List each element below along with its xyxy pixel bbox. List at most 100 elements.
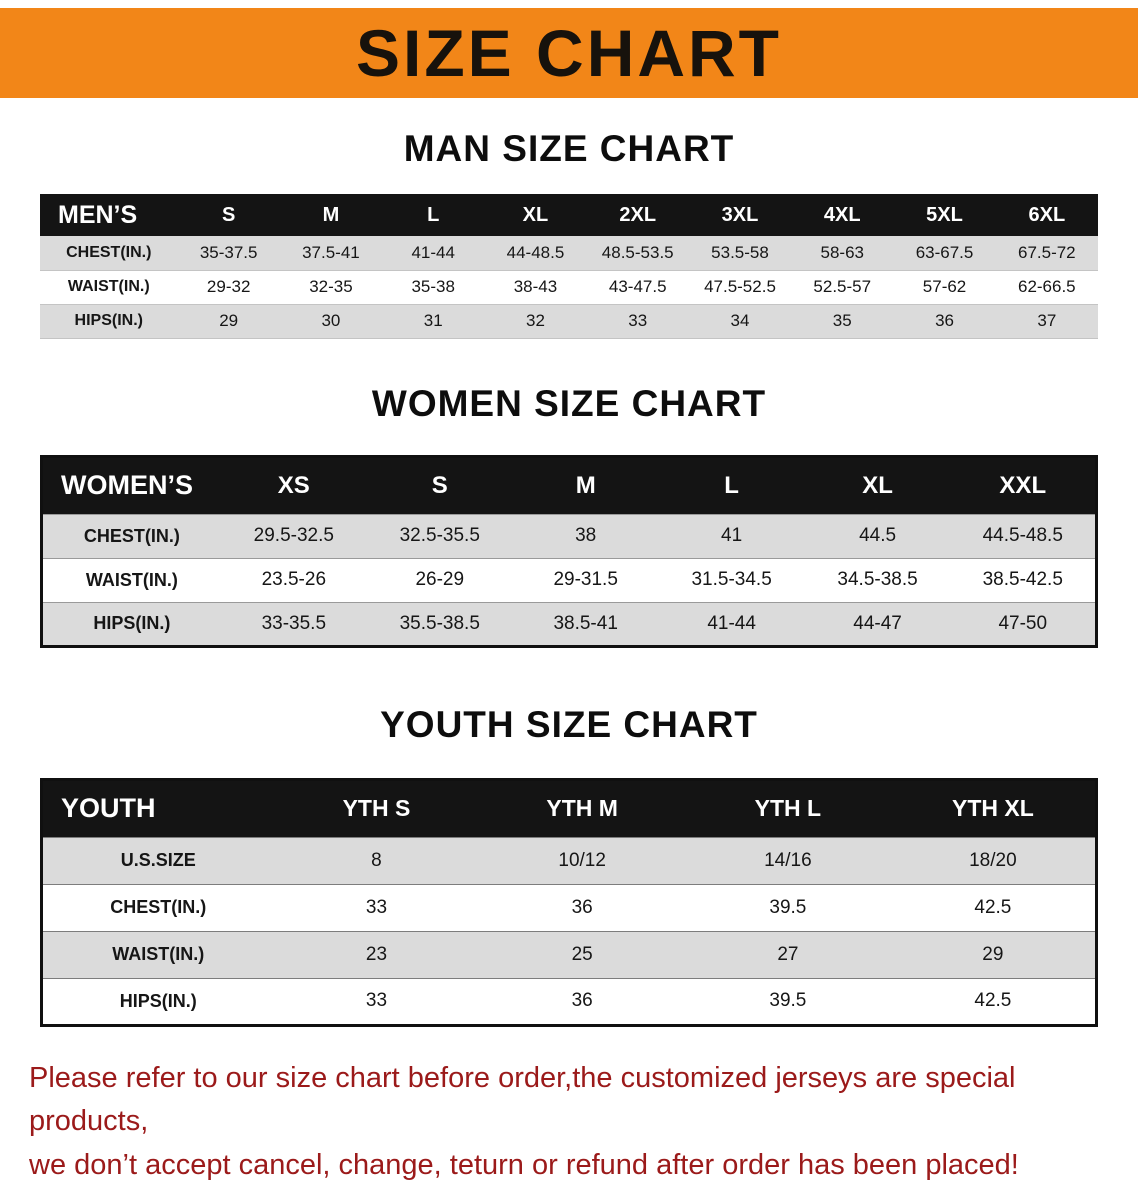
size-value-cell: 34.5-38.5	[805, 558, 951, 602]
size-value-cell: 57-62	[893, 270, 995, 304]
women-col-m: M	[513, 456, 659, 514]
row-label: CHEST(IN.)	[42, 514, 221, 558]
size-value-cell: 43-47.5	[587, 270, 689, 304]
size-value-cell: 44.5-48.5	[951, 514, 1097, 558]
size-value-cell: 32	[484, 304, 586, 338]
men-col-xl: XL	[484, 194, 586, 236]
women-col-xs: XS	[221, 456, 367, 514]
size-value-cell: 33	[274, 978, 480, 1025]
size-value-cell: 62-66.5	[996, 270, 1098, 304]
row-label: WAIST(IN.)	[42, 931, 274, 978]
size-value-cell: 44.5	[805, 514, 951, 558]
men-hips-row: HIPS(IN.) 29 30 31 32 33 34 35 36 37	[40, 304, 1098, 338]
men-col-s: S	[178, 194, 280, 236]
youth-table-header-row: YOUTH YTH S YTH M YTH L YTH XL	[42, 779, 1097, 837]
youth-col-l: YTH L	[685, 779, 891, 837]
size-value-cell: 53.5-58	[689, 236, 791, 270]
size-value-cell: 29	[178, 304, 280, 338]
page-title: SIZE CHART	[356, 15, 782, 91]
size-value-cell: 31	[382, 304, 484, 338]
size-value-cell: 14/16	[685, 837, 891, 884]
men-chest-row: CHEST(IN.) 35-37.5 37.5-41 41-44 44-48.5…	[40, 236, 1098, 270]
size-value-cell: 38	[513, 514, 659, 558]
women-table-label: WOMEN’S	[42, 456, 221, 514]
size-value-cell: 36	[479, 978, 685, 1025]
women-hips-row: HIPS(IN.) 33-35.5 35.5-38.5 38.5-41 41-4…	[42, 602, 1097, 646]
women-size-table: WOMEN’S XS S M L XL XXL CHEST(IN.) 29.5-…	[40, 455, 1098, 648]
size-value-cell: 41	[659, 514, 805, 558]
size-value-cell: 30	[280, 304, 382, 338]
size-value-cell: 26-29	[367, 558, 513, 602]
size-value-cell: 32-35	[280, 270, 382, 304]
women-section-title: WOMEN SIZE CHART	[0, 383, 1138, 425]
size-value-cell: 35-37.5	[178, 236, 280, 270]
women-chest-row: CHEST(IN.) 29.5-32.5 32.5-35.5 38 41 44.…	[42, 514, 1097, 558]
women-col-xxl: XXL	[951, 456, 1097, 514]
size-value-cell: 38-43	[484, 270, 586, 304]
women-col-s: S	[367, 456, 513, 514]
size-value-cell: 35-38	[382, 270, 484, 304]
men-table-label: MEN’S	[40, 194, 178, 236]
size-value-cell: 36	[893, 304, 995, 338]
size-value-cell: 35	[791, 304, 893, 338]
size-value-cell: 25	[479, 931, 685, 978]
size-value-cell: 29-32	[178, 270, 280, 304]
men-col-3xl: 3XL	[689, 194, 791, 236]
women-col-l: L	[659, 456, 805, 514]
men-section-title: MAN SIZE CHART	[0, 128, 1138, 170]
men-waist-row: WAIST(IN.) 29-32 32-35 35-38 38-43 43-47…	[40, 270, 1098, 304]
size-value-cell: 44-47	[805, 602, 951, 646]
notice-line-1: Please refer to our size chart before or…	[29, 1062, 1015, 1138]
size-value-cell: 58-63	[791, 236, 893, 270]
size-value-cell: 37.5-41	[280, 236, 382, 270]
men-col-6xl: 6XL	[996, 194, 1098, 236]
size-value-cell: 23	[274, 931, 480, 978]
size-value-cell: 29	[891, 931, 1097, 978]
men-size-table: MEN’S S M L XL 2XL 3XL 4XL 5XL 6XL CHEST…	[40, 194, 1098, 339]
size-value-cell: 29.5-32.5	[221, 514, 367, 558]
order-notice: Please refer to our size chart before or…	[29, 1057, 1109, 1187]
size-value-cell: 18/20	[891, 837, 1097, 884]
size-value-cell: 27	[685, 931, 891, 978]
size-value-cell: 47.5-52.5	[689, 270, 791, 304]
size-value-cell: 29-31.5	[513, 558, 659, 602]
size-chart-page: SIZE CHART MAN SIZE CHART MEN’S S M L XL…	[0, 8, 1138, 1187]
size-value-cell: 33	[587, 304, 689, 338]
row-label: U.S.SIZE	[42, 837, 274, 884]
row-label: CHEST(IN.)	[42, 884, 274, 931]
youth-col-s: YTH S	[274, 779, 480, 837]
size-value-cell: 42.5	[891, 884, 1097, 931]
women-col-xl: XL	[805, 456, 951, 514]
row-label: CHEST(IN.)	[40, 236, 178, 270]
row-label: HIPS(IN.)	[40, 304, 178, 338]
size-value-cell: 36	[479, 884, 685, 931]
youth-size-table: YOUTH YTH S YTH M YTH L YTH XL U.S.SIZE …	[40, 778, 1098, 1027]
youth-waist-row: WAIST(IN.) 23 25 27 29	[42, 931, 1097, 978]
men-col-5xl: 5XL	[893, 194, 995, 236]
row-label: WAIST(IN.)	[42, 558, 221, 602]
women-table-header-row: WOMEN’S XS S M L XL XXL	[42, 456, 1097, 514]
size-value-cell: 23.5-26	[221, 558, 367, 602]
women-waist-row: WAIST(IN.) 23.5-26 26-29 29-31.5 31.5-34…	[42, 558, 1097, 602]
size-value-cell: 48.5-53.5	[587, 236, 689, 270]
youth-table-label: YOUTH	[42, 779, 274, 837]
men-col-m: M	[280, 194, 382, 236]
size-value-cell: 41-44	[659, 602, 805, 646]
size-value-cell: 67.5-72	[996, 236, 1098, 270]
men-col-4xl: 4XL	[791, 194, 893, 236]
men-table-header-row: MEN’S S M L XL 2XL 3XL 4XL 5XL 6XL	[40, 194, 1098, 236]
youth-section-title: YOUTH SIZE CHART	[0, 704, 1138, 746]
size-value-cell: 35.5-38.5	[367, 602, 513, 646]
youth-ussize-row: U.S.SIZE 8 10/12 14/16 18/20	[42, 837, 1097, 884]
size-value-cell: 63-67.5	[893, 236, 995, 270]
size-value-cell: 39.5	[685, 884, 891, 931]
size-value-cell: 52.5-57	[791, 270, 893, 304]
youth-hips-row: HIPS(IN.) 33 36 39.5 42.5	[42, 978, 1097, 1025]
size-value-cell: 32.5-35.5	[367, 514, 513, 558]
size-value-cell: 44-48.5	[484, 236, 586, 270]
row-label: WAIST(IN.)	[40, 270, 178, 304]
size-value-cell: 31.5-34.5	[659, 558, 805, 602]
youth-chest-row: CHEST(IN.) 33 36 39.5 42.5	[42, 884, 1097, 931]
size-value-cell: 41-44	[382, 236, 484, 270]
size-value-cell: 33-35.5	[221, 602, 367, 646]
